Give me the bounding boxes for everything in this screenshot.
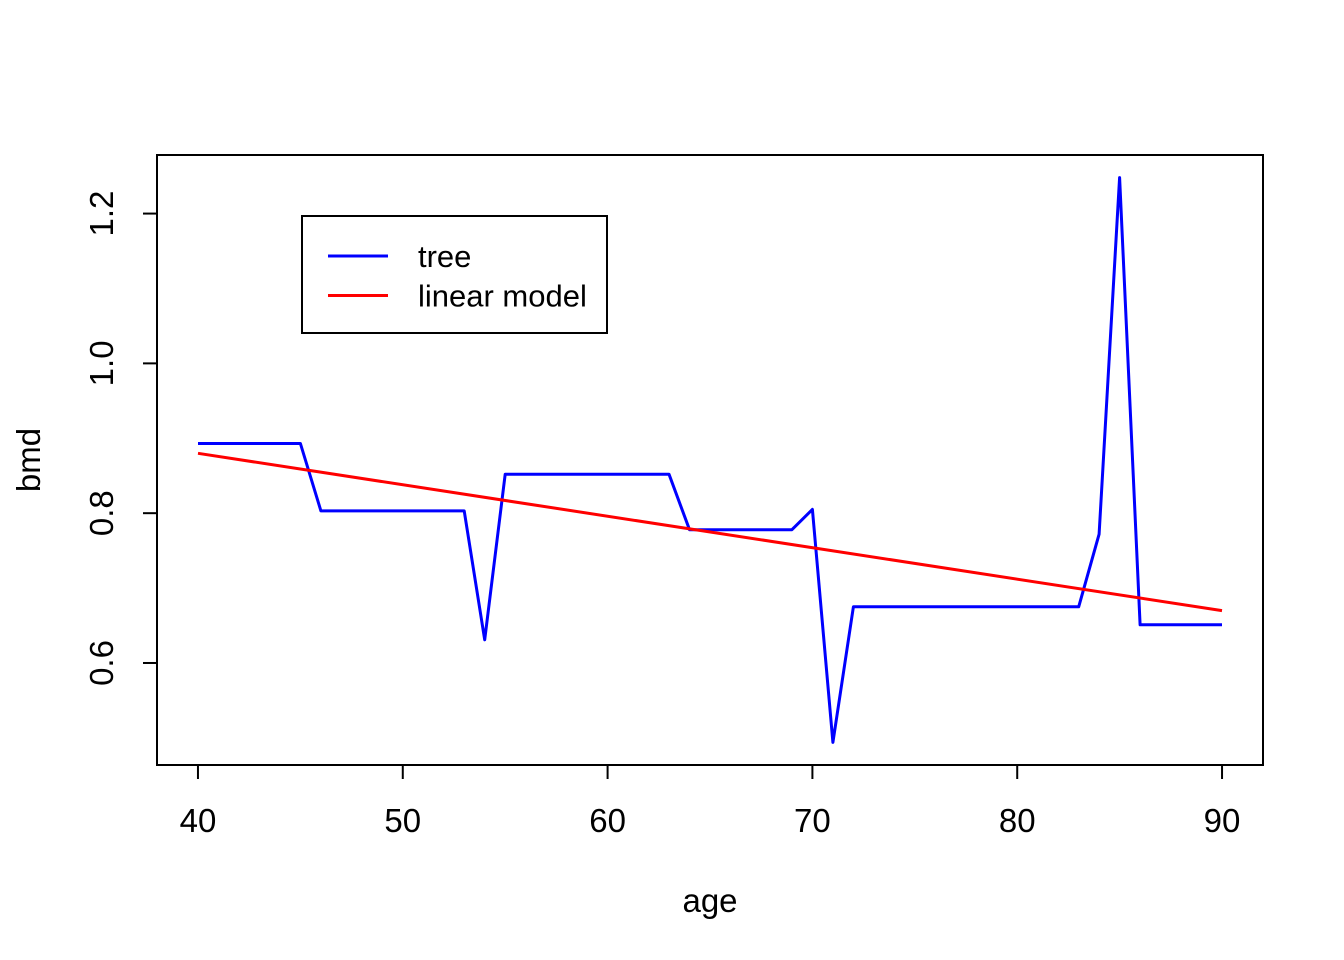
legend-box (301, 215, 608, 334)
x-axis-tick-label: 40 (180, 802, 217, 839)
y-axis-title: bmd (10, 428, 47, 492)
plot-border (156, 154, 1264, 766)
x-axis-tick-label: 80 (999, 802, 1036, 839)
y-axis-tick-label: 0.8 (83, 490, 120, 536)
axis-layer: 40 50 60 70 80 90 0.6 0.8 1.0 1.2 age bmd (10, 191, 1240, 919)
y-axis-tick-label: 1.0 (83, 340, 120, 386)
legend-tree-label: tree (418, 239, 471, 274)
x-axis-tick-label: 50 (384, 802, 421, 839)
tree-line (198, 176, 1222, 744)
x-axis-tick-label: 60 (589, 802, 626, 839)
legend-layer: tree linear model (301, 215, 608, 334)
x-axis-title: age (682, 882, 737, 919)
linear-model-line (197, 451, 1223, 613)
x-axis-tick-label: 70 (794, 802, 831, 839)
y-axis-tick-label: 1.2 (83, 191, 120, 237)
x-axis-tick-label: 90 (1204, 802, 1241, 839)
y-axis-tick-label: 0.6 (83, 640, 120, 686)
legend-linear-model-label: linear model (418, 279, 587, 314)
series-layer (197, 176, 1223, 744)
